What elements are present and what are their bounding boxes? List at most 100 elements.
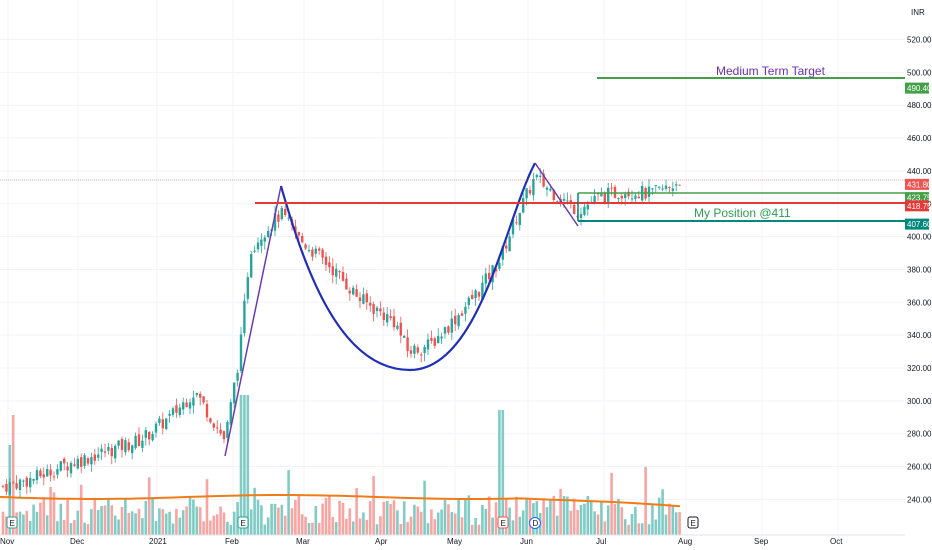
y-tick-label: 380.00: [907, 265, 932, 274]
price-tag-bg: [905, 200, 929, 212]
candle-body: [607, 187, 610, 202]
candle-body: [335, 268, 338, 277]
volume-bar: [25, 510, 29, 535]
volume-bar: [181, 510, 185, 535]
candle-body: [508, 236, 511, 252]
volume-bar: [470, 524, 474, 535]
candle-body: [532, 178, 535, 196]
candle-body: [542, 173, 545, 187]
candle-body: [117, 440, 120, 446]
volume-bar: [144, 500, 148, 535]
candle-body: [171, 408, 175, 415]
candle-body: [168, 413, 171, 416]
target-label: Medium Term Target: [716, 64, 826, 78]
volume-bar: [137, 508, 141, 535]
event-marker[interactable]: E: [687, 516, 699, 529]
volume-bar: [219, 506, 222, 535]
volume-bar: [481, 504, 484, 535]
candle-body: [392, 316, 396, 328]
volume-bar: [66, 499, 69, 535]
volume-bar: [617, 498, 620, 535]
volume-bar: [396, 510, 399, 535]
pullback-line[interactable]: [534, 162, 579, 227]
candle-body: [369, 302, 372, 306]
candle-body: [423, 346, 426, 354]
volume-bar: [552, 495, 556, 535]
y-tick-label: 300.00: [907, 397, 932, 406]
x-tick-label: Nov: [0, 537, 14, 546]
volume-bar: [49, 486, 52, 535]
volume-bar: [436, 512, 440, 535]
y-tick-label: 500.00: [907, 68, 932, 77]
volume-bar: [273, 503, 277, 535]
volume-bar: [11, 415, 15, 535]
volume-bar: [542, 498, 545, 535]
candle-body: [386, 314, 389, 323]
volume-bar: [413, 504, 416, 535]
volume-bar: [487, 496, 491, 535]
candle-body: [192, 397, 195, 406]
volume-bar: [164, 513, 168, 535]
volume-bar: [416, 506, 420, 535]
candle-body: [494, 268, 498, 272]
volume-bar: [518, 516, 522, 535]
candle-body: [634, 195, 637, 199]
candle-body: [32, 478, 35, 481]
candle-body: [331, 266, 334, 276]
volume-bar: [256, 499, 260, 535]
volume-bar: [545, 507, 549, 535]
candle-body: [535, 174, 538, 178]
candle-body: [460, 313, 464, 316]
event-marker[interactable]: D: [529, 517, 541, 529]
x-tick-label: Feb: [225, 537, 239, 546]
volume-bar: [491, 517, 494, 535]
volume-bar: [185, 506, 188, 535]
volume-bar: [5, 516, 8, 535]
volume-bar: [589, 501, 593, 535]
volume-bar: [188, 496, 192, 535]
event-marker[interactable]: E: [497, 516, 509, 529]
candle-body: [396, 325, 399, 329]
volume-bar: [304, 516, 307, 535]
volume-bar: [651, 505, 654, 535]
volume-bar: [311, 522, 314, 535]
cup-curve[interactable]: [279, 162, 536, 372]
volume-bar: [634, 506, 637, 535]
candle-body: [447, 326, 450, 333]
candle-body: [484, 273, 487, 284]
volume-bar: [52, 492, 56, 535]
candle-body: [63, 458, 66, 464]
event-marker[interactable]: E: [237, 516, 249, 529]
volume-bar: [168, 511, 171, 535]
price-tag: 490.40: [905, 82, 932, 94]
event-marker[interactable]: E: [6, 516, 18, 529]
candle-body: [212, 423, 215, 428]
candle-body: [338, 271, 341, 273]
price-tag: 431.80: [905, 178, 932, 190]
candle-body: [165, 418, 168, 430]
candle-body: [409, 350, 413, 354]
candle-body: [141, 440, 144, 448]
candle-body: [263, 237, 266, 242]
price-tag: 423.75: [905, 192, 932, 204]
candle-body: [76, 458, 79, 469]
volume-bar: [103, 505, 107, 535]
volume-bar: [45, 515, 49, 535]
candle-body: [647, 186, 651, 197]
volume-bar: [402, 501, 406, 535]
candle-body: [375, 307, 379, 312]
volume-bar: [141, 518, 144, 535]
volume-bar: [205, 479, 209, 535]
candle-body: [627, 191, 630, 197]
candle-body: [328, 262, 331, 268]
candle-body: [1, 485, 5, 487]
candle-body: [42, 474, 45, 478]
volume-bar: [96, 510, 100, 535]
impulse-line[interactable]: [224, 185, 282, 457]
candle-body: [199, 393, 202, 398]
y-tick-label: 340.00: [907, 331, 932, 340]
candle-body: [56, 469, 59, 475]
candle-body: [311, 249, 314, 257]
y-tick-label: 520.00: [907, 36, 932, 45]
